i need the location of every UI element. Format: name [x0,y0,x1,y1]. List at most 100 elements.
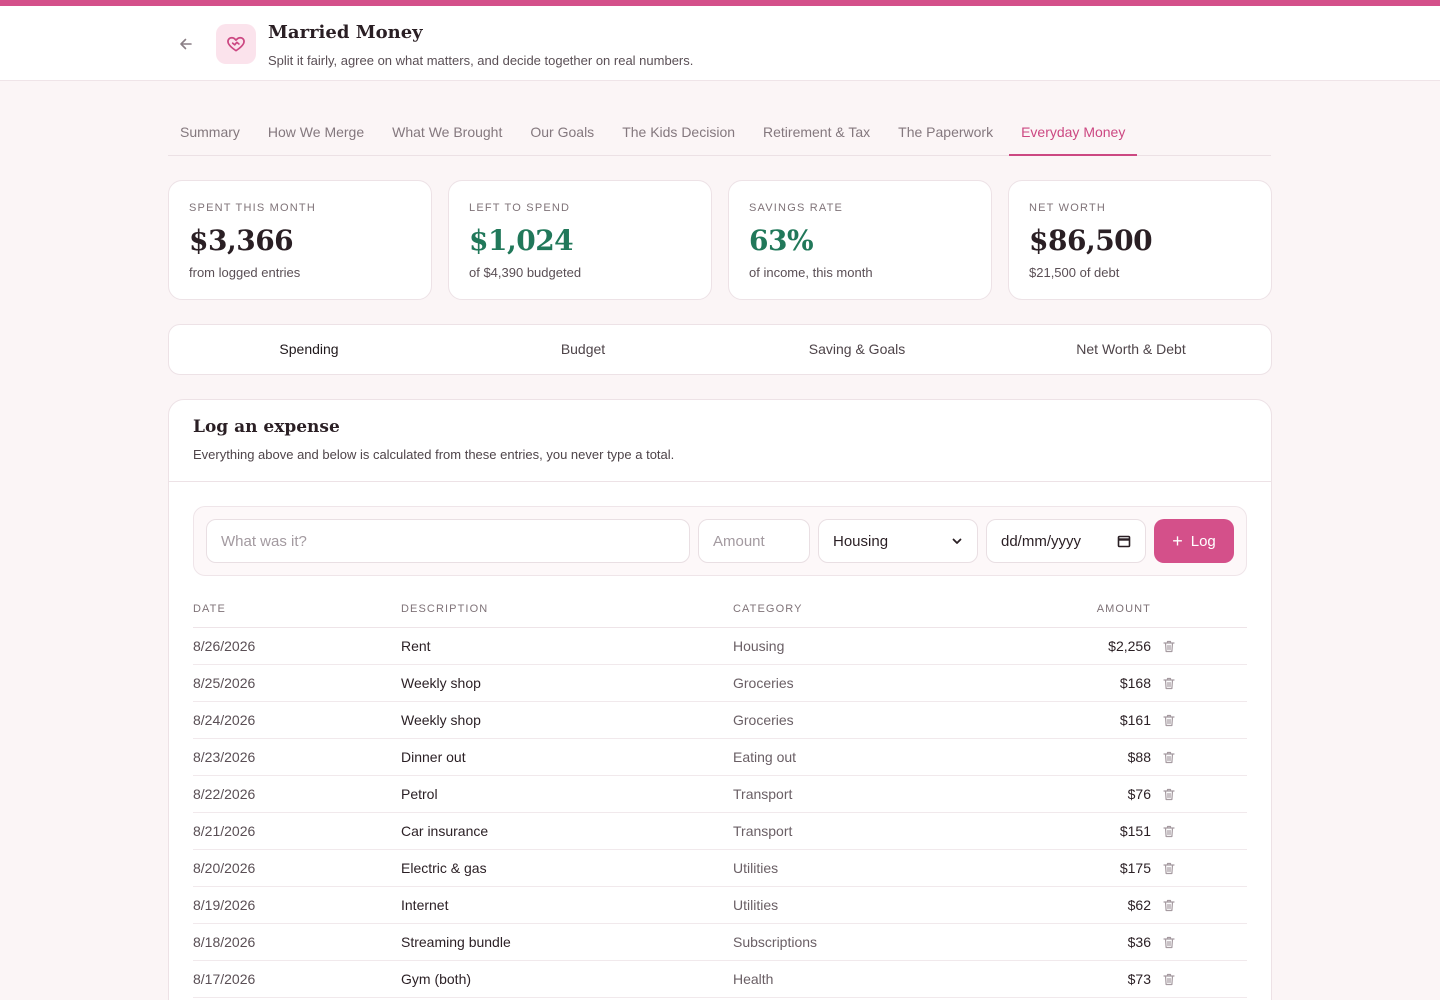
tab-our-goals[interactable]: Our Goals [530,124,595,140]
log-button[interactable]: + Log [1154,519,1234,563]
stat-value: $86,500 [1029,224,1153,257]
cell-category: Transport [733,823,793,839]
cell-date: 8/23/2026 [193,749,256,765]
tab-how-we-merge[interactable]: How We Merge [267,124,365,140]
description-input[interactable] [206,519,690,563]
stat-card-savings-rate: SAVINGS RATE 63% of income, this month [728,180,992,300]
trash-icon[interactable] [1151,640,1187,653]
column-header-date[interactable]: DATE [193,602,226,615]
cell-category: Eating out [733,749,797,765]
cell-amount: $2,256 [1108,638,1151,654]
cell-amount: $151 [1119,823,1151,839]
stat-value: $3,366 [189,224,294,257]
column-header-amount[interactable]: AMOUNT [1096,602,1151,615]
cell-category: Subscriptions [733,934,818,950]
cell-description: Car insurance [401,823,489,839]
subtab-net-worth-debt[interactable]: Net Worth & Debt [1076,341,1186,357]
table-row: 8/20/2026 Electric & gas Utilities $175 [193,850,1247,887]
stat-card-left-to-spend: LEFT TO SPEND $1,024 of $4,390 budgeted [448,180,712,300]
stat-label: LEFT TO SPEND [469,202,571,214]
tab-summary[interactable]: Summary [180,124,240,140]
app-title: Married Money [268,22,423,43]
cell-amount: $175 [1119,860,1151,876]
table-row: 8/26/2026 Rent Housing $2,256 [193,628,1247,665]
table-row: 8/24/2026 Weekly shop Groceries $161 [193,702,1247,739]
table-body: 8/26/2026 Rent Housing $2,256 8/25/2026 Weekl… [193,628,1247,998]
cell-description: Dinner out [401,749,466,765]
tab-what-we-brought[interactable]: What We Brought [392,124,503,140]
table-row: 8/25/2026 Weekly shop Groceries $168 [193,665,1247,702]
stat-subtext: of income, this month [749,265,873,280]
heart-handshake-icon [227,36,245,52]
column-header-category[interactable]: CATEGORY [733,602,803,615]
trash-icon[interactable] [1151,788,1187,801]
cell-amount: $88 [1127,749,1151,765]
cell-category: Housing [733,638,785,654]
expense-form: Housing dd/mm/yyyy + Log [193,506,1247,576]
trash-icon[interactable] [1151,714,1187,727]
cell-category: Health [733,971,774,987]
table-row: 8/22/2026 Petrol Transport $76 [193,776,1247,813]
trash-icon[interactable] [1151,899,1187,912]
chevron-down-icon [952,538,962,544]
cell-amount: $73 [1127,971,1151,987]
top-accent-bar [0,0,1440,6]
table-row: 8/17/2026 Gym (both) Health $73 [193,961,1247,998]
date-input[interactable]: dd/mm/yyyy [986,519,1146,563]
trash-icon[interactable] [1151,936,1187,949]
table-header: DATE DESCRIPTION CATEGORY AMOUNT [193,590,1247,628]
category-select[interactable]: Housing [818,519,978,563]
stat-label: NET WORTH [1029,202,1107,214]
cell-date: 8/25/2026 [193,675,256,691]
trash-icon[interactable] [1151,973,1187,986]
amount-input[interactable] [698,519,810,563]
calendar-icon [1117,535,1131,548]
main-tabs: Summary How We Merge What We Brought Our… [168,112,1271,156]
cell-category: Groceries [733,675,794,691]
cell-category: Groceries [733,712,794,728]
cell-amount: $168 [1119,675,1151,691]
trash-icon[interactable] [1151,825,1187,838]
date-input-placeholder: dd/mm/yyyy [1001,532,1082,550]
tab-retirement-tax[interactable]: Retirement & Tax [763,124,871,140]
cell-category: Utilities [733,897,779,913]
stat-value: 63% [749,224,814,257]
plus-icon: + [1172,531,1183,551]
cell-category: Transport [733,786,793,802]
log-expense-panel: Log an expense Everything above and belo… [168,399,1272,1000]
cell-date: 8/17/2026 [193,971,256,987]
panel-header: Log an expense Everything above and belo… [169,400,1271,482]
panel-title: Log an expense [193,417,340,437]
cell-description: Petrol [401,786,438,802]
trash-icon[interactable] [1151,677,1187,690]
table-row: 8/18/2026 Streaming bundle Subscriptions $3… [193,924,1247,961]
back-button[interactable] [172,30,200,58]
cell-date: 8/21/2026 [193,823,256,839]
cell-amount: $36 [1127,934,1151,950]
cell-amount: $161 [1119,712,1151,728]
arrow-left-icon [180,38,192,50]
trash-icon[interactable] [1151,862,1187,875]
stat-label: SPENT THIS MONTH [189,202,316,214]
cell-category: Utilities [733,860,779,876]
app-header: Married Money Split it fairly, agree on … [0,6,1440,81]
stat-subtext: from logged entries [189,265,301,280]
table-row: 8/21/2026 Car insurance Transport $151 [193,813,1247,850]
cell-description: Weekly shop [401,712,481,728]
stat-card-spent: SPENT THIS MONTH $3,366 from logged entr… [168,180,432,300]
expense-table: DATE DESCRIPTION CATEGORY AMOUNT 8/26/20… [193,590,1247,998]
column-header-description[interactable]: DESCRIPTION [401,602,489,615]
subtab-saving-goals[interactable]: Saving & Goals [808,341,906,357]
subtab-spending[interactable]: Spending [172,328,446,371]
table-row: 8/23/2026 Dinner out Eating out $88 [193,739,1247,776]
trash-icon[interactable] [1151,751,1187,764]
stat-label: SAVINGS RATE [749,202,844,214]
cell-amount: $62 [1127,897,1151,913]
cell-description: Rent [401,638,431,654]
tab-kids-decision[interactable]: The Kids Decision [622,124,736,140]
tab-everyday-money[interactable]: Everyday Money [1009,112,1138,156]
subtab-budget[interactable]: Budget [560,341,606,357]
cell-description: Gym (both) [401,971,472,987]
tab-paperwork[interactable]: The Paperwork [898,124,994,140]
panel-description: Everything above and below is calculated… [193,447,675,462]
